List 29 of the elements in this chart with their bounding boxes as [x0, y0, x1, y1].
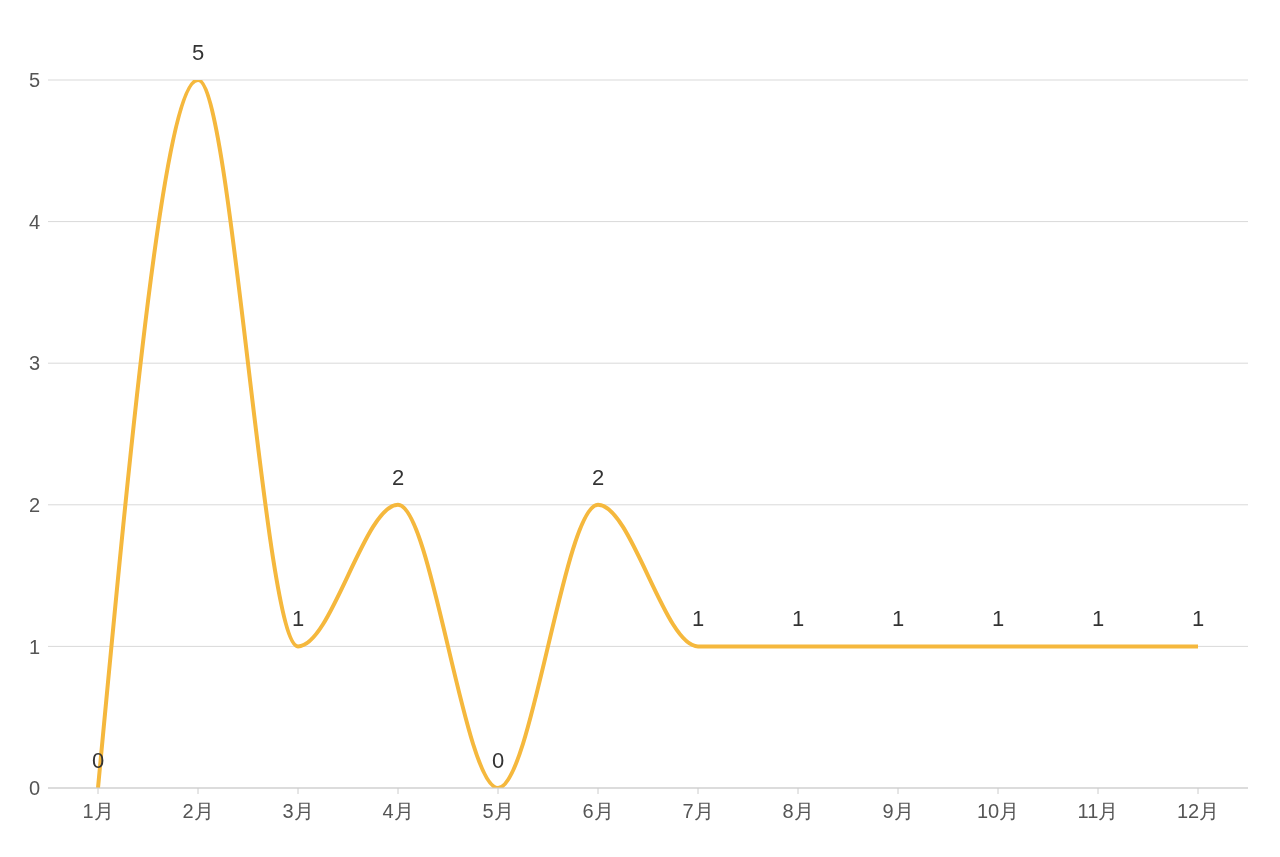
x-tick-label: 2月 [182, 800, 214, 823]
x-tick-label: 10月 [976, 800, 1020, 823]
x-tick-label: 1月 [82, 800, 114, 823]
y-tick-label: 2 [28, 493, 40, 516]
data-label: 2 [591, 464, 605, 490]
y-tick-label: 1 [28, 635, 40, 658]
x-tick-label: 8月 [782, 800, 814, 823]
x-tick-label: 7月 [682, 800, 714, 823]
y-tick-label: 3 [28, 352, 40, 375]
data-label: 5 [191, 40, 205, 65]
y-tick-label: 0 [28, 777, 40, 800]
data-label: 1 [1191, 606, 1205, 632]
x-tick-label: 9月 [882, 800, 914, 823]
x-tick-label: 3月 [282, 800, 314, 823]
data-label: 1 [791, 606, 805, 632]
data-label: 1 [991, 606, 1005, 632]
data-label: 1 [891, 606, 905, 632]
data-label: 1 [1091, 606, 1105, 632]
x-tick-label: 4月 [382, 800, 414, 823]
data-label: 0 [491, 748, 505, 773]
y-tick-label: 5 [28, 69, 40, 92]
data-label: 1 [291, 606, 305, 632]
x-tick-label: 11月 [1077, 800, 1119, 823]
data-label: 1 [691, 606, 705, 632]
x-tick-label: 5月 [482, 800, 514, 823]
data-label: 2 [391, 464, 405, 490]
x-tick-label: 6月 [582, 800, 614, 823]
x-tick-label: 12月 [1176, 800, 1220, 823]
y-tick-label: 4 [28, 210, 40, 233]
